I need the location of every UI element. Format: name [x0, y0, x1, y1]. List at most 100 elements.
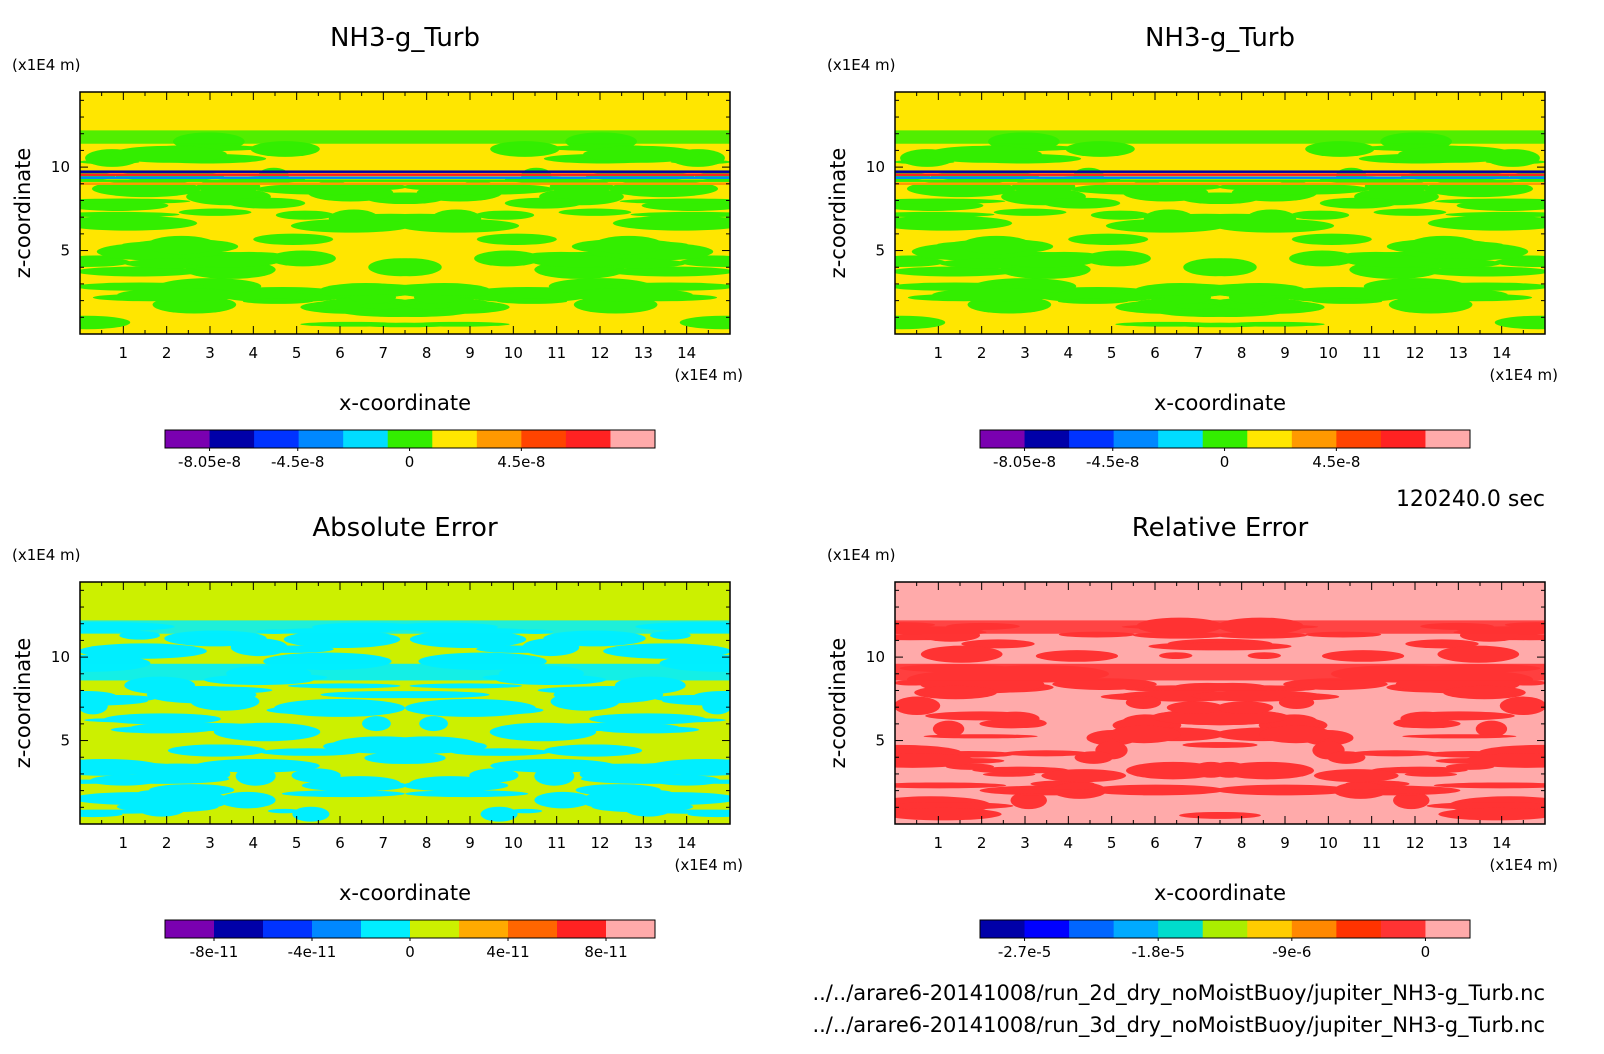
field-region: [1278, 695, 1315, 710]
plot-field: [895, 582, 1545, 824]
field-stripe: [895, 170, 1545, 173]
x-tick-label: 9: [1280, 834, 1290, 852]
field-region: [80, 643, 207, 659]
field-region: [300, 321, 403, 327]
x-tick-label: 5: [292, 344, 302, 362]
field-region: [591, 801, 694, 813]
field-region: [1236, 183, 1369, 195]
field-region: [1172, 642, 1292, 651]
field-region: [213, 722, 321, 742]
x-tick-label: 3: [1020, 834, 1030, 852]
field-region: [228, 197, 306, 209]
field-region: [362, 716, 391, 732]
field-region: [399, 218, 520, 233]
field-region: [219, 791, 276, 809]
colorbar: -2.7e-5 -1.8e-5 -9e-6 0: [979, 919, 1471, 961]
x-tick-label: 13: [1449, 344, 1468, 362]
field-region: [558, 208, 632, 216]
field-band: [895, 663, 1545, 681]
x-tick-label: 13: [634, 834, 653, 852]
x-tick-label: 11: [547, 834, 566, 852]
panel-3: Absolute Error(x1E4 m)1 2 3 4 5 6 7 8 9 10 11 12 13 1…: [11, 513, 743, 961]
field-region: [80, 211, 180, 218]
colorbar: -8.05e-8 -4.5e-8 0 4.5e-8: [164, 429, 656, 471]
panel-title: Relative Error: [1132, 513, 1309, 543]
field-region: [534, 766, 575, 786]
colorbar-label: -9e-6: [1272, 943, 1311, 961]
field-region: [80, 215, 198, 231]
x-unit-label: (x1E4 m): [1489, 366, 1558, 384]
colorbar-segment: [312, 920, 362, 938]
x-tick-label: 12: [1405, 834, 1424, 852]
colorbar-segment: [1336, 430, 1382, 448]
x-unit-label: (x1E4 m): [674, 856, 743, 874]
colorbar-label: 4.5e-8: [1312, 453, 1360, 471]
field-region: [1086, 784, 1225, 796]
panel-1: NH3-g_Turb(x1E4 m)1 2 3 4 5 6 7 8 9 10 11 12 13 14510…: [11, 23, 743, 471]
x-tick-label: 9: [465, 834, 475, 852]
x-tick-label: 9: [465, 344, 475, 362]
colorbar-segment: [521, 430, 567, 448]
field-region: [925, 145, 1042, 163]
field-region: [1159, 652, 1193, 659]
field-region: [190, 692, 260, 711]
field-region: [407, 321, 510, 327]
colorbar-segment: [410, 920, 460, 938]
field-region: [550, 692, 620, 711]
field-region: [250, 141, 320, 157]
x-tick-label: 2: [977, 344, 987, 362]
field-band: [895, 130, 1545, 144]
field-region: [1405, 639, 1479, 649]
field-region: [377, 258, 442, 277]
colorbar-segment: [165, 430, 211, 448]
field-region: [1174, 303, 1219, 310]
x-unit-label: (x1E4 m): [1489, 856, 1558, 874]
x-tick-label: 12: [1405, 344, 1424, 362]
field-region: [1247, 652, 1281, 659]
x-tick-label: 1: [934, 344, 944, 362]
field-region: [630, 211, 730, 218]
colorbar-segment: [209, 430, 255, 448]
field-region: [274, 698, 405, 717]
field-region: [1057, 298, 1128, 304]
field-region: [1313, 769, 1399, 783]
field-region: [1000, 255, 1094, 268]
panel-title: Absolute Error: [312, 513, 498, 543]
colorbar-segment: [1247, 920, 1293, 938]
field-region: [1283, 678, 1388, 690]
field-region: [1321, 650, 1405, 662]
field-region: [1396, 719, 1461, 729]
field-region: [292, 806, 330, 822]
x-tick-label: 14: [677, 834, 696, 852]
y-axis-label: z-coordinate: [826, 638, 850, 769]
colorbar-segment: [1158, 920, 1204, 938]
x-tick-label: 1: [119, 834, 129, 852]
x-tick-label: 6: [335, 834, 345, 852]
field-region: [895, 211, 995, 218]
plot-field: [80, 582, 730, 824]
field-region: [982, 772, 1036, 777]
field-region: [134, 763, 223, 781]
x-tick-label: 2: [977, 834, 987, 852]
field-region: [1408, 235, 1479, 255]
field-band: [80, 663, 730, 681]
colorbar-segment: [557, 920, 607, 938]
plot-field: [895, 92, 1545, 334]
field-region: [1065, 141, 1135, 157]
field-stripe: [80, 182, 730, 185]
field-region: [295, 289, 404, 296]
field-region: [895, 198, 1006, 204]
field-region: [1115, 321, 1218, 327]
colorbar: -8.05e-8 -4.5e-8 0 4.5e-8: [979, 429, 1471, 471]
field-region: [1219, 761, 1314, 780]
field-region: [529, 251, 593, 257]
field-region: [895, 782, 1007, 789]
colorbar-label: -8.05e-8: [178, 453, 241, 471]
field-region: [608, 266, 730, 277]
x-tick-label: 8: [422, 344, 432, 362]
panel-title: NH3-g_Turb: [330, 23, 480, 53]
colorbar-segment: [387, 430, 433, 448]
x-tick-label: 14: [677, 344, 696, 362]
x-tick-label: 3: [205, 834, 215, 852]
field-region: [1090, 210, 1150, 220]
